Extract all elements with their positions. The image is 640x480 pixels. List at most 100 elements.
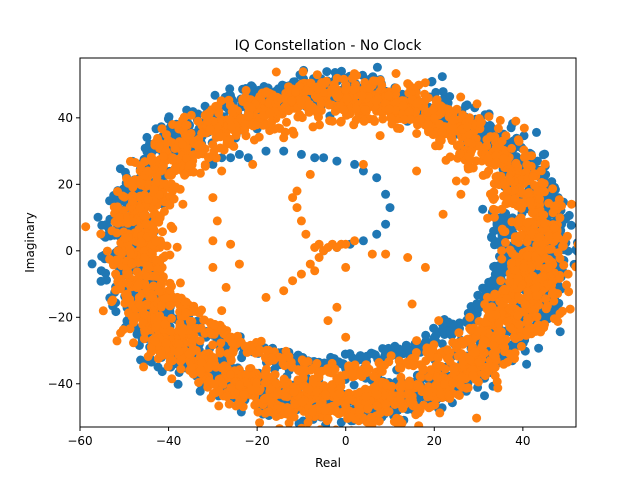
data-point [346, 412, 356, 422]
data-point [514, 292, 524, 302]
data-point [412, 98, 422, 108]
data-point [261, 292, 271, 302]
y-tick-label: 20 [58, 177, 73, 191]
data-point [132, 329, 142, 339]
data-point [461, 101, 471, 111]
data-point [180, 297, 190, 307]
data-point [448, 115, 458, 125]
data-point [358, 159, 368, 169]
data-point [177, 327, 187, 337]
data-point [375, 408, 385, 418]
data-point [432, 373, 442, 383]
data-point [227, 122, 237, 131]
data-point [228, 347, 238, 357]
data-point [523, 151, 533, 161]
data-point [465, 164, 475, 173]
data-point [129, 338, 138, 348]
data-point [500, 347, 510, 357]
data-point [491, 158, 501, 167]
data-point [202, 109, 212, 119]
data-point [394, 363, 404, 373]
data-point [308, 407, 317, 417]
data-point [427, 76, 437, 86]
data-point [340, 84, 350, 94]
data-point [148, 228, 158, 238]
data-point [239, 390, 249, 399]
data-point [488, 275, 498, 285]
data-point [348, 85, 358, 95]
data-point [215, 132, 225, 142]
data-point [161, 338, 171, 348]
data-point [408, 361, 418, 371]
data-point [359, 116, 369, 126]
data-point [155, 213, 165, 223]
data-point [178, 199, 188, 209]
data-point [468, 370, 478, 380]
data-point [386, 351, 396, 361]
data-point [472, 99, 482, 109]
data-point [254, 132, 264, 142]
data-point [381, 219, 391, 229]
data-point [511, 116, 521, 126]
data-point [554, 195, 564, 205]
data-point [87, 259, 97, 269]
data-point [477, 342, 487, 352]
data-point [344, 395, 354, 404]
data-point [158, 274, 168, 284]
data-point [284, 409, 294, 419]
data-point [217, 166, 227, 176]
data-point [120, 233, 130, 243]
data-point [426, 365, 436, 375]
data-point [538, 272, 548, 281]
data-point [320, 405, 330, 415]
data-point [301, 86, 311, 95]
data-point [81, 222, 91, 232]
data-point [140, 279, 150, 289]
data-point [200, 161, 210, 171]
data-point [189, 150, 199, 160]
data-point [296, 216, 306, 226]
data-point [280, 361, 289, 371]
data-point [495, 115, 505, 125]
data-point [165, 278, 175, 288]
data-point [377, 80, 387, 90]
data-point [186, 110, 196, 120]
data-point [329, 80, 339, 89]
data-point [489, 187, 499, 197]
data-point [537, 178, 547, 187]
data-point [515, 320, 525, 330]
data-point [552, 231, 562, 241]
data-point [194, 308, 204, 318]
data-point [194, 378, 204, 387]
data-point [335, 388, 345, 398]
data-point [491, 151, 501, 161]
data-point [547, 289, 557, 299]
data-point [118, 191, 128, 201]
data-point [430, 400, 440, 410]
data-point [122, 270, 132, 280]
data-point [160, 319, 170, 329]
data-point [308, 122, 318, 132]
data-point [122, 289, 132, 299]
data-point [161, 293, 171, 303]
data-point [440, 364, 450, 374]
data-point [176, 364, 186, 374]
data-point [246, 102, 256, 112]
data-point [372, 62, 382, 72]
data-point [98, 306, 108, 316]
data-point [411, 107, 421, 117]
data-point [391, 98, 401, 108]
data-point [462, 122, 472, 132]
data-point [436, 108, 446, 118]
data-point [172, 242, 182, 252]
data-point [146, 156, 156, 166]
data-point [389, 417, 399, 427]
data-point [513, 310, 523, 320]
data-point [496, 261, 506, 271]
data-point [434, 316, 444, 326]
data-point [226, 356, 236, 365]
data-point [332, 92, 342, 102]
data-point [180, 170, 190, 180]
data-point [415, 383, 425, 393]
data-point [532, 312, 542, 322]
